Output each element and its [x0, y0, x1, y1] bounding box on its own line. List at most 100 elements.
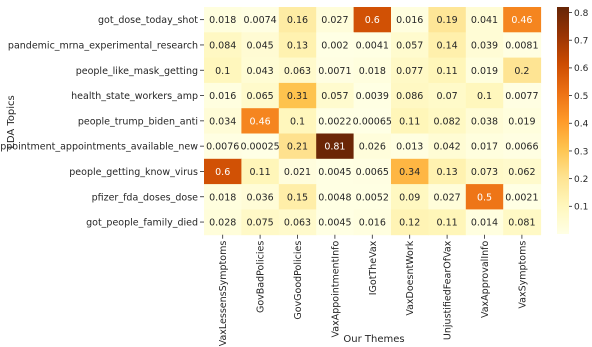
heatmap-cell: [316, 108, 355, 134]
colorbar-tick-label: 0.4: [574, 120, 589, 130]
heatmap-cell: [353, 108, 392, 134]
cell-value-label: 0.34: [399, 167, 420, 178]
x-tick-label: VaxSymptoms: [517, 241, 528, 309]
cell-value-label: 0.065: [246, 91, 273, 102]
heatmap-cell: [316, 57, 355, 84]
y-tick-labels: got_dose_today_shot pandemic_mrna_experim…: [0, 15, 204, 229]
cell-value-label: 0.086: [396, 91, 423, 102]
heatmap-cell: [503, 82, 542, 109]
heatmap-cell: [353, 57, 392, 84]
cell-value-label: 0.2: [514, 66, 529, 77]
heatmap-cell: [391, 57, 429, 84]
cell-value-label: 0.6: [365, 15, 380, 26]
cell-value-label: 0.019: [508, 116, 535, 127]
heatmap-cell: [278, 7, 317, 33]
heatmap-cell: [465, 158, 504, 185]
heatmap-cell: [316, 133, 355, 160]
heatmap-cell: [391, 209, 429, 236]
cell-value-label: 0.018: [359, 66, 386, 77]
cell-value-label: 0.5: [477, 192, 492, 203]
heatmap-cell: [353, 209, 392, 236]
heatmap-cell: [204, 57, 242, 84]
cell-value-label: 0.11: [250, 167, 271, 178]
heatmap-cell: [465, 108, 504, 134]
cell-value-label: 0.027: [433, 192, 460, 203]
heatmap-cell: [353, 133, 392, 160]
heatmap-cell: [465, 7, 504, 33]
cell-value-label: 0.057: [321, 91, 348, 102]
cell-value-label: 0.002: [321, 40, 348, 51]
colorbar: [557, 7, 569, 234]
heatmap-cell: [428, 209, 467, 236]
heatmap-cell: [204, 32, 242, 59]
heatmap-cell: [204, 158, 242, 185]
heatmap-cell: [428, 133, 467, 160]
heatmap-cell: [391, 82, 429, 109]
heatmap-cell: [278, 108, 317, 134]
colorbar-tick-label: 0.1: [574, 203, 588, 213]
cell-value-label: 0.00065: [353, 116, 392, 127]
heatmap-cell: [503, 57, 542, 84]
cell-value-label: 0.0076: [206, 142, 239, 153]
heatmap-cell-labels: 0.018 0.0074 0.16 0.027 0.6 0.016 0.19 0.041 0.4…: [206, 15, 538, 228]
heatmap-cell: [503, 158, 542, 185]
y-axis-label: LDA Topics: [6, 95, 17, 148]
heatmap-cells: [204, 7, 542, 236]
cell-value-label: 0.073: [471, 167, 498, 178]
heatmap-cell: [465, 82, 504, 109]
cell-value-label: 0.077: [396, 66, 423, 77]
cell-value-label: 0.19: [437, 15, 458, 26]
cell-value-label: 0.026: [359, 142, 386, 153]
heatmap-cell: [204, 82, 242, 109]
cell-value-label: 0.082: [433, 116, 460, 127]
heatmap-cell: [204, 108, 242, 134]
heatmap-cell: [204, 133, 242, 160]
cell-value-label: 0.0021: [505, 192, 538, 203]
colorbar-tick-label: 0.7: [574, 37, 588, 47]
y-tick-label: pfizer_fda_doses_dose: [92, 192, 199, 203]
cell-value-label: 0.0065: [356, 167, 389, 178]
y-tick-label: pandemic_mrna_experimental_research: [8, 40, 198, 51]
cell-value-label: 0.11: [437, 218, 458, 229]
cell-value-label: 0.07: [437, 91, 458, 102]
cell-value-label: 0.0048: [318, 192, 351, 203]
cell-value-label: 0.017: [471, 142, 498, 153]
heatmap-cell: [503, 7, 542, 33]
heatmap-cell: [241, 209, 280, 236]
cell-value-label: 0.81: [324, 142, 345, 153]
heatmap-cell: [204, 209, 242, 236]
cell-value-label: 0.016: [359, 218, 386, 229]
heatmap-cell: [428, 184, 467, 210]
heatmap-cell: [316, 184, 355, 210]
cell-value-label: 0.15: [287, 192, 308, 203]
cell-value-label: 0.018: [209, 192, 236, 203]
cell-value-label: 0.1: [215, 66, 230, 77]
cell-value-label: 0.042: [433, 142, 460, 153]
heatmap-cell: [391, 32, 429, 59]
cell-value-label: 0.018: [209, 15, 236, 26]
cell-value-label: 0.13: [287, 40, 308, 51]
heatmap-cell: [465, 133, 504, 160]
heatmap-cell: [353, 82, 392, 109]
cell-value-label: 0.039: [471, 40, 498, 51]
heatmap-cell: [465, 209, 504, 236]
cell-value-label: 0.081: [508, 218, 535, 229]
x-tick-label: VaxApprovalInfo: [480, 241, 491, 319]
cell-value-label: 0.028: [209, 218, 236, 229]
cell-value-label: 0.045: [246, 40, 273, 51]
x-tick-label: UnjustifiedFearOfVax: [443, 240, 454, 340]
cell-value-label: 0.00025: [240, 142, 279, 153]
y-tick-label: appointment_appointments_available_new: [0, 142, 198, 153]
cell-value-label: 0.09: [399, 192, 420, 203]
heatmap-cell: [465, 32, 504, 59]
heatmap-cell: [278, 158, 317, 185]
heatmap-cell: [391, 158, 429, 185]
heatmap-cell: [278, 209, 317, 236]
cell-value-label: 0.0077: [505, 91, 538, 102]
cell-value-label: 0.075: [246, 218, 273, 229]
y-tick-label: health_state_workers_amp: [71, 91, 198, 102]
cell-value-label: 0.0045: [318, 167, 351, 178]
x-tick-label: GovBadPolicies: [256, 241, 267, 313]
heatmap-cell: [316, 82, 355, 109]
cell-value-label: 0.0052: [356, 192, 389, 203]
